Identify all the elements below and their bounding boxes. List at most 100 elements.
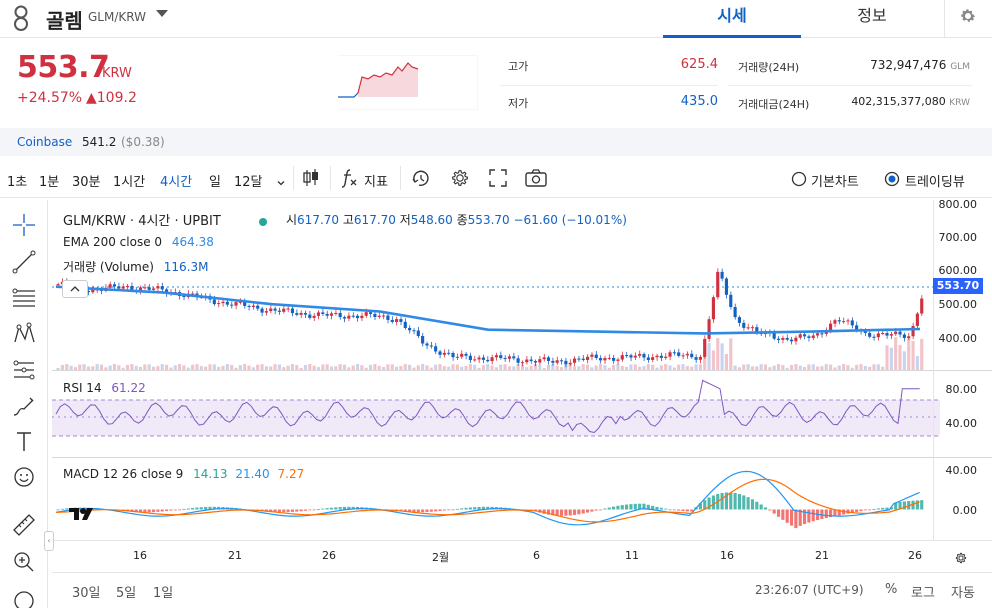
pane-divider[interactable] — [52, 370, 992, 371]
macd-histogram-bar — [625, 504, 629, 510]
candle-body — [625, 355, 629, 357]
interval-12month[interactable]: 12달 — [234, 175, 263, 190]
macd-histogram-bar — [303, 509, 308, 511]
candle-body — [659, 355, 663, 358]
volume-bar — [360, 365, 364, 370]
price-axis[interactable] — [933, 200, 992, 540]
candle-body — [746, 327, 750, 329]
interval-4h[interactable]: 4시간 — [160, 175, 193, 190]
candle-style-button[interactable] — [300, 167, 322, 193]
rsi-tick: 80.00 — [945, 383, 978, 396]
interval-day[interactable]: 일 — [209, 175, 221, 190]
interval-30m[interactable]: 30분 — [72, 175, 101, 190]
macd-label: MACD 12 26 close 9 — [63, 467, 184, 481]
range-1d[interactable]: 1일 — [153, 586, 174, 601]
candle-body — [403, 321, 407, 328]
price-chart[interactable] — [52, 200, 940, 540]
interval-1s[interactable]: 1초 — [7, 175, 28, 190]
tradingview-label[interactable]: 트레이딩뷰 — [905, 175, 965, 190]
volume-bar — [151, 366, 156, 370]
candle-body — [750, 327, 755, 329]
candle-body — [672, 352, 676, 354]
chevron-down-icon[interactable] — [156, 10, 168, 17]
tab-quote[interactable]: 시세 — [663, 0, 801, 38]
magnet-tool[interactable] — [10, 587, 38, 608]
volume-bar — [859, 364, 863, 370]
volume-bar — [230, 364, 234, 370]
screenshot-button[interactable] — [524, 167, 548, 193]
collapse-toolbar-button[interactable]: ‹ — [44, 531, 54, 551]
coinbase-label[interactable]: Coinbase — [17, 135, 73, 149]
macd-histogram-bar — [707, 497, 711, 510]
indicator-label[interactable]: 지표 — [364, 175, 388, 190]
candle-body — [807, 336, 811, 338]
candle-body — [121, 286, 125, 289]
candle-body — [794, 337, 798, 342]
ema-line — [55, 285, 921, 335]
fibonacci-icon — [12, 288, 35, 307]
change-value: −61.60 (−10.01%) — [513, 213, 627, 227]
macd-histogram-bar — [724, 492, 728, 510]
trendline-tool[interactable] — [10, 248, 38, 276]
auto-toggle[interactable]: 자동 — [951, 586, 975, 601]
settings-button[interactable] — [944, 0, 992, 38]
candle-body — [256, 305, 260, 309]
time-tick: 2월 — [432, 551, 450, 564]
change-percent: +24.57% — [17, 90, 83, 106]
brush-tool[interactable] — [10, 393, 38, 421]
volume-bar — [195, 364, 199, 370]
macd-histogram-bar — [833, 509, 837, 517]
range-30d[interactable]: 30일 — [72, 586, 101, 601]
basic-chart-radio[interactable] — [791, 171, 807, 191]
candle-body — [690, 353, 694, 358]
replay-button[interactable] — [410, 167, 432, 193]
candle-body — [434, 346, 438, 352]
volume-bar — [629, 364, 633, 370]
interval-1m[interactable]: 1분 — [39, 175, 60, 190]
emoji-tool[interactable] — [10, 463, 38, 491]
volume-bar — [525, 367, 529, 370]
macd-histogram-bar — [312, 509, 316, 511]
crosshair-icon — [13, 214, 35, 236]
pane-divider[interactable] — [52, 457, 992, 458]
fullscreen-button[interactable] — [487, 167, 509, 193]
volume-bar — [872, 364, 876, 370]
volume-bar — [824, 364, 828, 370]
time-axis[interactable] — [52, 540, 992, 572]
fib-tool[interactable] — [10, 285, 38, 313]
tradingview-radio[interactable] — [884, 171, 900, 191]
volume-bar — [273, 364, 277, 370]
range-5d[interactable]: 5일 — [116, 586, 137, 601]
percent-toggle[interactable]: % — [885, 582, 898, 597]
zoom-tool[interactable] — [10, 548, 38, 576]
volume-bar — [829, 364, 833, 370]
volume-bar — [620, 365, 624, 370]
indicator-button[interactable] — [340, 167, 360, 193]
volume-bar — [347, 367, 351, 370]
high-value: 617.70 — [353, 213, 396, 227]
ema-legend: EMA 200 close 0 464.38 — [63, 235, 214, 249]
ruler-tool[interactable] — [10, 511, 38, 539]
axis-settings-button[interactable] — [954, 550, 968, 569]
candle-body — [742, 322, 746, 328]
volume-bar — [542, 367, 546, 370]
text-tool[interactable] — [10, 428, 38, 456]
crosshair-tool[interactable] — [10, 211, 38, 239]
volume-bar — [850, 367, 854, 370]
chart-settings-button[interactable] — [449, 167, 471, 193]
rsi-line — [55, 379, 920, 434]
collapse-legend-button[interactable] — [62, 280, 88, 298]
coin-pair[interactable]: GLM/KRW — [88, 10, 146, 24]
prediction-tool[interactable] — [10, 356, 38, 384]
volume-bar — [750, 366, 755, 370]
basic-chart-label[interactable]: 기본차트 — [811, 175, 859, 190]
pattern-tool[interactable] — [10, 320, 38, 348]
candle-body — [889, 334, 893, 336]
volume-bar — [395, 366, 399, 370]
interval-1h[interactable]: 1시간 — [113, 175, 146, 190]
chevron-down-icon[interactable] — [276, 173, 286, 192]
candle-body — [438, 351, 442, 355]
tab-info[interactable]: 정보 — [857, 6, 887, 25]
log-toggle[interactable]: 로그 — [911, 586, 935, 601]
candle-body — [243, 301, 247, 306]
